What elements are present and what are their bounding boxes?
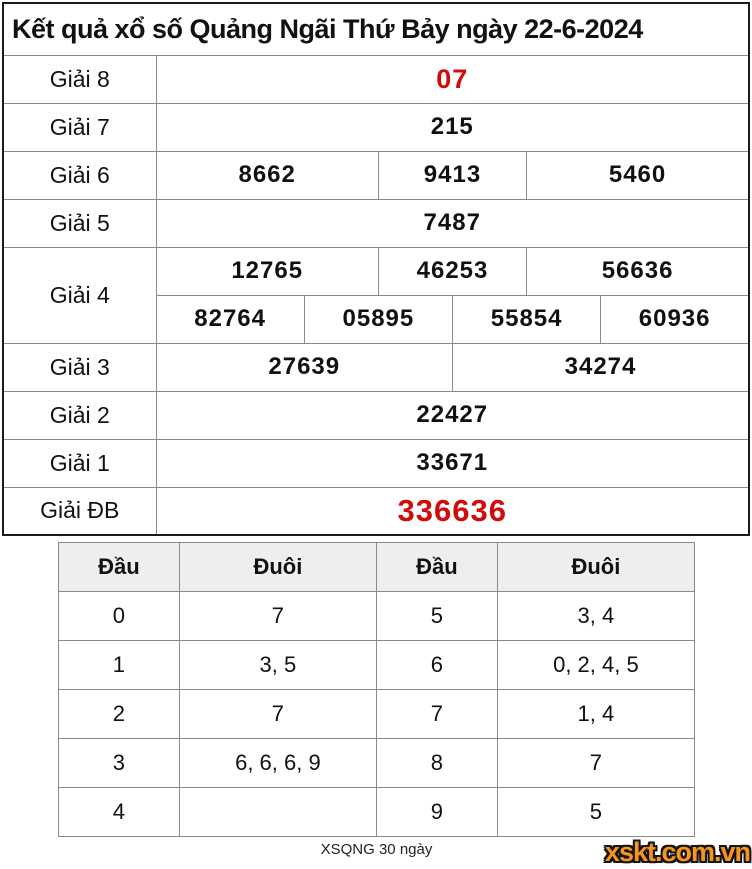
prize-number: 07 [155, 54, 750, 104]
prize-label: Giải 7 [2, 102, 157, 152]
head-digit-cell: 6 [375, 640, 498, 690]
tail-digits-cell: 7 [178, 591, 377, 641]
prize-label: Giải 1 [2, 438, 157, 488]
prize-number: 12765 [155, 246, 379, 296]
tail-digits-cell: 5 [496, 787, 696, 837]
prize-row: Giải 8 07 [2, 54, 750, 104]
header-cell: Đầu [375, 542, 498, 592]
head-digit-cell: 2 [58, 689, 180, 739]
head-tail-row: 0 7 5 3, 4 [58, 591, 696, 641]
page-title: Kết quả xổ số Quảng Ngãi Thứ Bảy ngày 22… [2, 2, 750, 56]
head-digit-cell: 9 [375, 787, 498, 837]
prize-number: 215 [155, 102, 750, 152]
prize-label: Giải 2 [2, 390, 157, 440]
head-digit-cell: 3 [58, 738, 180, 788]
prize-row: Giải 6 8662 9413 5460 [2, 150, 750, 200]
prize-number: 60936 [600, 294, 750, 344]
prize-number: 27639 [155, 342, 453, 392]
prize-row: Giải 5 7487 [2, 198, 750, 248]
prize-number: 5460 [526, 150, 750, 200]
tail-digits-cell: 1, 4 [496, 689, 696, 739]
head-tail-row: 2 7 7 1, 4 [58, 689, 696, 739]
title-row: Kết quả xổ số Quảng Ngãi Thứ Bảy ngày 22… [2, 2, 750, 56]
prize-number: 56636 [526, 246, 750, 296]
prize-row: Giải 2 22427 [2, 390, 750, 440]
prize-row: Giải ĐB 336636 [2, 486, 750, 536]
tail-digits-cell: 7 [178, 689, 377, 739]
prize-label: Giải 3 [2, 342, 157, 392]
prize-number: 9413 [377, 150, 528, 200]
prize-number: 34274 [452, 342, 750, 392]
head-digit-cell: 1 [58, 640, 180, 690]
prize-number: 46253 [377, 246, 528, 296]
tail-digits-cell: 3, 5 [178, 640, 377, 690]
prize-number: 82764 [155, 294, 305, 344]
tail-digits-cell: 3, 4 [496, 591, 696, 641]
history-note: XSQNG 30 ngày [320, 841, 433, 858]
prize-number: 55854 [451, 294, 602, 344]
prize-number: 05895 [303, 294, 454, 344]
prize-label: Giải 6 [2, 150, 157, 200]
prize-number: 336636 [155, 486, 750, 536]
head-digit-cell: 5 [375, 591, 498, 641]
header-cell: Đầu [58, 542, 180, 592]
prize-row: Giải 1 33671 [2, 438, 750, 488]
results-table: Kết quả xổ số Quảng Ngãi Thứ Bảy ngày 22… [2, 2, 750, 536]
prize-row: Giải 3 27639 34274 [2, 342, 750, 392]
site-logo[interactable]: xskt.com.vn [604, 837, 751, 867]
tail-digits-cell [178, 787, 377, 837]
prize-number: 22427 [155, 390, 750, 440]
tail-digits-cell: 6, 6, 6, 9 [178, 738, 377, 788]
head-digit-cell: 7 [375, 689, 498, 739]
tail-digits-cell: 7 [496, 738, 696, 788]
prize-number: 7487 [155, 198, 750, 248]
head-tail-row: 1 3, 5 6 0, 2, 4, 5 [58, 640, 696, 690]
prize-label: Giải 5 [2, 198, 157, 248]
head-tail-header-row: Đầu Đuôi Đầu Đuôi [58, 542, 696, 592]
prize-label: Giải ĐB [2, 486, 157, 536]
prize-number: 8662 [155, 150, 379, 200]
header-cell: Đuôi [178, 542, 377, 592]
prize-label: Giải 4 [2, 246, 157, 344]
prize-label: Giải 8 [2, 54, 157, 104]
header-cell: Đuôi [496, 542, 696, 592]
prize-row: Giải 4 12765 46253 56636 [2, 246, 750, 344]
tail-digits-cell: 0, 2, 4, 5 [496, 640, 696, 690]
head-digit-cell: 0 [58, 591, 180, 641]
prize-number: 33671 [155, 438, 750, 488]
head-digit-cell: 8 [375, 738, 498, 788]
head-digit-cell: 4 [58, 787, 180, 837]
prize-row: Giải 7 215 [2, 102, 750, 152]
